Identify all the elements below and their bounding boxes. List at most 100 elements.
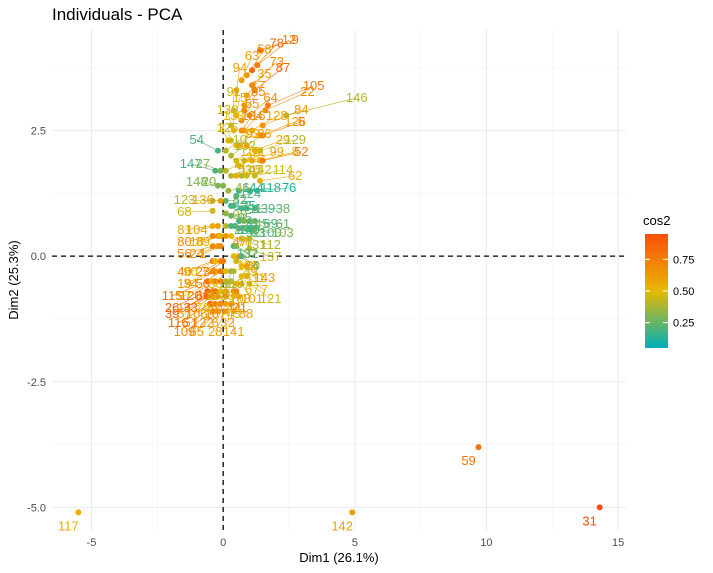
label-connector <box>214 303 227 324</box>
data-label: 104 <box>186 222 208 237</box>
data-label: 89 <box>196 234 210 249</box>
data-label: 26 <box>165 300 179 315</box>
data-point <box>235 187 242 194</box>
data-point <box>251 147 258 154</box>
data-point <box>243 205 250 212</box>
data-label: 103 <box>272 225 294 240</box>
data-label: 67 <box>245 282 259 297</box>
data-point <box>217 288 224 295</box>
data-label: 34 <box>183 276 197 291</box>
data-label: 94 <box>233 60 247 75</box>
data-label: 128 <box>266 108 288 123</box>
data-point <box>209 233 216 240</box>
x-tick-label: 10 <box>480 537 492 549</box>
data-point <box>230 268 237 275</box>
label-connector <box>184 270 213 285</box>
data-point <box>228 137 235 144</box>
data-point <box>222 167 229 174</box>
label-connector <box>257 39 290 66</box>
data-label: 116 <box>168 315 189 330</box>
data-point <box>259 122 266 129</box>
data-point <box>222 233 229 240</box>
data-point <box>235 225 242 232</box>
data-point <box>230 293 237 300</box>
data-label: 133 <box>223 108 245 123</box>
data-point <box>209 207 216 214</box>
data-point <box>212 167 219 174</box>
data-point <box>249 67 256 74</box>
data-label: 38 <box>276 201 290 216</box>
legend-tick-label: 0.75 <box>673 254 694 266</box>
data-point <box>228 212 235 219</box>
label-connector <box>238 296 247 315</box>
data-label: 50 <box>196 276 210 291</box>
data-label: 18 <box>190 234 204 249</box>
data-point <box>209 293 216 300</box>
label-connector <box>184 225 213 231</box>
data-point <box>238 205 245 212</box>
data-point <box>243 92 250 99</box>
data-label: 130 <box>217 102 239 117</box>
x-tick-label: 15 <box>612 537 624 549</box>
data-label: 5 <box>298 114 305 129</box>
data-label: 118 <box>260 180 281 195</box>
data-point <box>249 127 256 134</box>
label-connector <box>172 291 208 309</box>
data-label: 46 <box>235 180 249 195</box>
data-label: 87 <box>276 60 290 75</box>
data-point <box>212 278 219 285</box>
label-connector <box>184 199 213 202</box>
data-point <box>209 308 216 315</box>
data-label: 44 <box>226 300 240 315</box>
label-connector <box>262 109 302 126</box>
data-label: 142 <box>331 518 353 533</box>
data-point <box>214 308 221 315</box>
data-point <box>228 122 235 129</box>
data-label: 148 <box>186 174 208 189</box>
data-point <box>238 77 245 84</box>
data-label: 110 <box>240 162 261 177</box>
data-label: 68 <box>177 204 191 219</box>
data-label: 121 <box>260 291 282 306</box>
y-tick-label: 0.0 <box>31 251 46 263</box>
data-point <box>222 197 229 204</box>
data-label: 122 <box>192 315 214 330</box>
label-connector <box>254 67 284 91</box>
data-label: 11 <box>249 201 263 216</box>
data-label: 29 <box>276 132 290 147</box>
data-point <box>212 268 219 275</box>
data-label: 137 <box>260 249 282 264</box>
data-point <box>217 243 224 250</box>
data-label: 66 <box>196 288 210 303</box>
data-point <box>246 235 253 242</box>
data-point <box>246 280 253 287</box>
data-point <box>230 253 237 260</box>
label-connector <box>184 311 213 333</box>
data-label: 136 <box>192 192 214 207</box>
data-label: 105 <box>303 78 325 93</box>
data-point <box>475 444 482 451</box>
data-label: 19 <box>177 276 191 291</box>
label-connector <box>184 210 213 213</box>
data-label: 99 <box>270 144 284 159</box>
data-label: 35 <box>257 66 271 81</box>
data-label: 129 <box>284 132 306 147</box>
data-point <box>235 293 242 300</box>
data-label: 74 <box>202 264 216 279</box>
data-point <box>209 222 216 229</box>
label-connector <box>254 220 283 225</box>
data-label: 139 <box>254 201 276 216</box>
data-point <box>209 197 216 204</box>
data-label: 65 <box>190 324 204 339</box>
data-label: 10 <box>233 132 247 147</box>
data-label: 131 <box>245 237 267 252</box>
data-point <box>264 102 271 109</box>
data-label: 58 <box>257 42 271 57</box>
data-point <box>228 278 235 285</box>
data-point <box>230 107 237 114</box>
x-tick-label: 0 <box>220 537 226 549</box>
data-point <box>238 235 245 242</box>
data-label: 120 <box>180 288 202 303</box>
data-label: 127 <box>204 288 226 303</box>
data-label: 95 <box>238 210 252 225</box>
